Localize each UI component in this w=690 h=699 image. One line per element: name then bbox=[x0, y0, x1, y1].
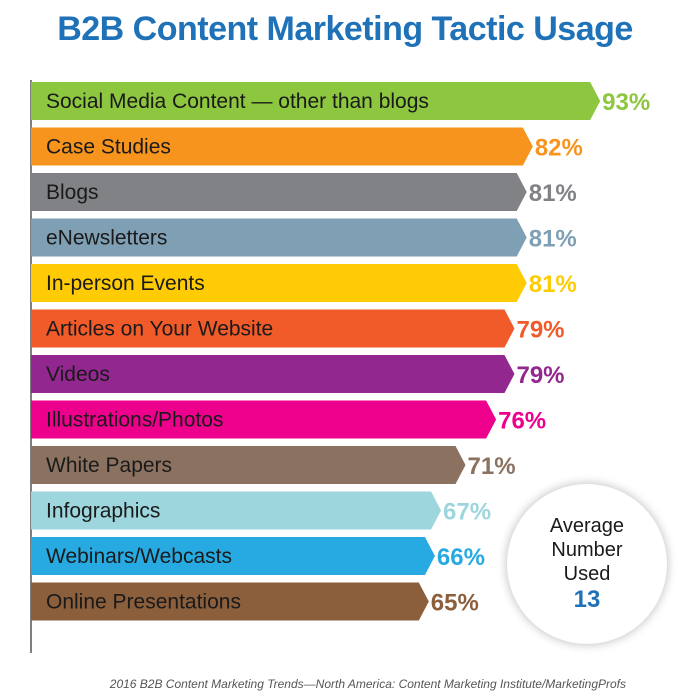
bar bbox=[31, 582, 429, 621]
bar bbox=[31, 264, 527, 302]
category-label: Online Presentations bbox=[46, 591, 241, 614]
category-label: Webinars/Webcasts bbox=[46, 545, 232, 568]
value-label: 81% bbox=[529, 271, 577, 298]
value-label: 67% bbox=[443, 499, 491, 526]
category-label: White Papers bbox=[46, 454, 172, 477]
bar bbox=[31, 309, 515, 348]
category-label: In-person Events bbox=[46, 272, 205, 295]
bar bbox=[31, 218, 527, 257]
value-label: 71% bbox=[468, 453, 516, 480]
average-number-callout: Average Number Used 13 bbox=[507, 484, 667, 644]
callout-number: 13 bbox=[573, 586, 601, 613]
callout-line-2: Number bbox=[551, 539, 623, 561]
value-label: 81% bbox=[529, 180, 577, 207]
bar bbox=[31, 173, 527, 211]
value-label: 79% bbox=[516, 317, 564, 344]
category-label: Articles on Your Website bbox=[46, 318, 273, 341]
value-label: 81% bbox=[529, 226, 577, 253]
callout-line-1: Average bbox=[549, 515, 625, 537]
value-label: 76% bbox=[498, 408, 546, 435]
bar bbox=[31, 446, 466, 484]
value-label: 79% bbox=[516, 362, 564, 389]
value-label: 82% bbox=[535, 135, 583, 162]
category-label: eNewsletters bbox=[46, 227, 167, 250]
bar bbox=[31, 400, 497, 439]
callout-line-3: Used bbox=[563, 563, 611, 585]
bar bbox=[31, 355, 515, 393]
value-label: 66% bbox=[437, 544, 485, 571]
category-label: Case Studies bbox=[46, 136, 171, 159]
category-label: Blogs bbox=[46, 181, 99, 204]
bar bbox=[31, 537, 435, 575]
category-label: Social Media Content — other than blogs bbox=[46, 90, 429, 113]
bar bbox=[31, 491, 442, 530]
category-label: Infographics bbox=[46, 500, 160, 523]
source-note: 2016 B2B Content Marketing Trends—North … bbox=[109, 677, 626, 691]
bar bbox=[31, 127, 533, 166]
value-label: 65% bbox=[431, 590, 479, 617]
bar bbox=[31, 82, 601, 120]
category-label: Illustrations/Photos bbox=[46, 409, 223, 432]
chart-title: B2B Content Marketing Tactic Usage bbox=[57, 10, 633, 48]
value-label: 93% bbox=[602, 89, 650, 116]
category-label: Videos bbox=[46, 363, 110, 386]
bars-group: Social Media Content — other than blogs 9… bbox=[31, 82, 650, 621]
